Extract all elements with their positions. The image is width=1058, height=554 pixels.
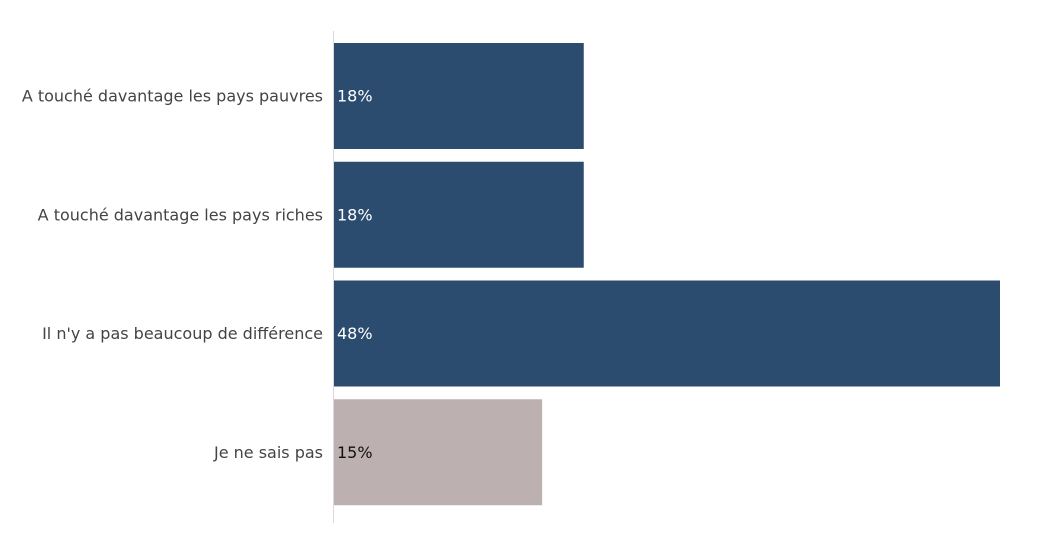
value-label-0: 18% bbox=[337, 87, 373, 106]
category-label-1: A touché davantage les pays riches bbox=[38, 205, 323, 224]
category-label-3: Je ne sais pas bbox=[213, 443, 323, 462]
category-label-2: Il n'y a pas beaucoup de différence bbox=[42, 324, 323, 343]
bar-0 bbox=[334, 43, 584, 149]
value-labels-group: 18% 18% 48% 15% bbox=[337, 87, 373, 462]
category-label-0: A touché davantage les pays pauvres bbox=[22, 87, 323, 106]
value-label-3: 15% bbox=[337, 443, 373, 462]
bar-1 bbox=[334, 161, 584, 268]
value-label-2: 48% bbox=[337, 324, 373, 343]
value-label-1: 18% bbox=[337, 205, 373, 224]
bar-3 bbox=[334, 399, 543, 506]
category-labels-group: A touché davantage les pays pauvres A tou… bbox=[22, 87, 323, 462]
bar-2 bbox=[334, 280, 1000, 387]
bars-group bbox=[334, 43, 1000, 506]
